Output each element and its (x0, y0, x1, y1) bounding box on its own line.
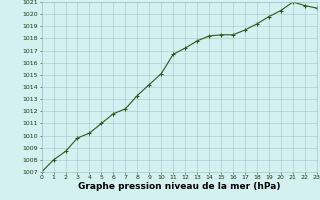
X-axis label: Graphe pression niveau de la mer (hPa): Graphe pression niveau de la mer (hPa) (78, 182, 280, 191)
